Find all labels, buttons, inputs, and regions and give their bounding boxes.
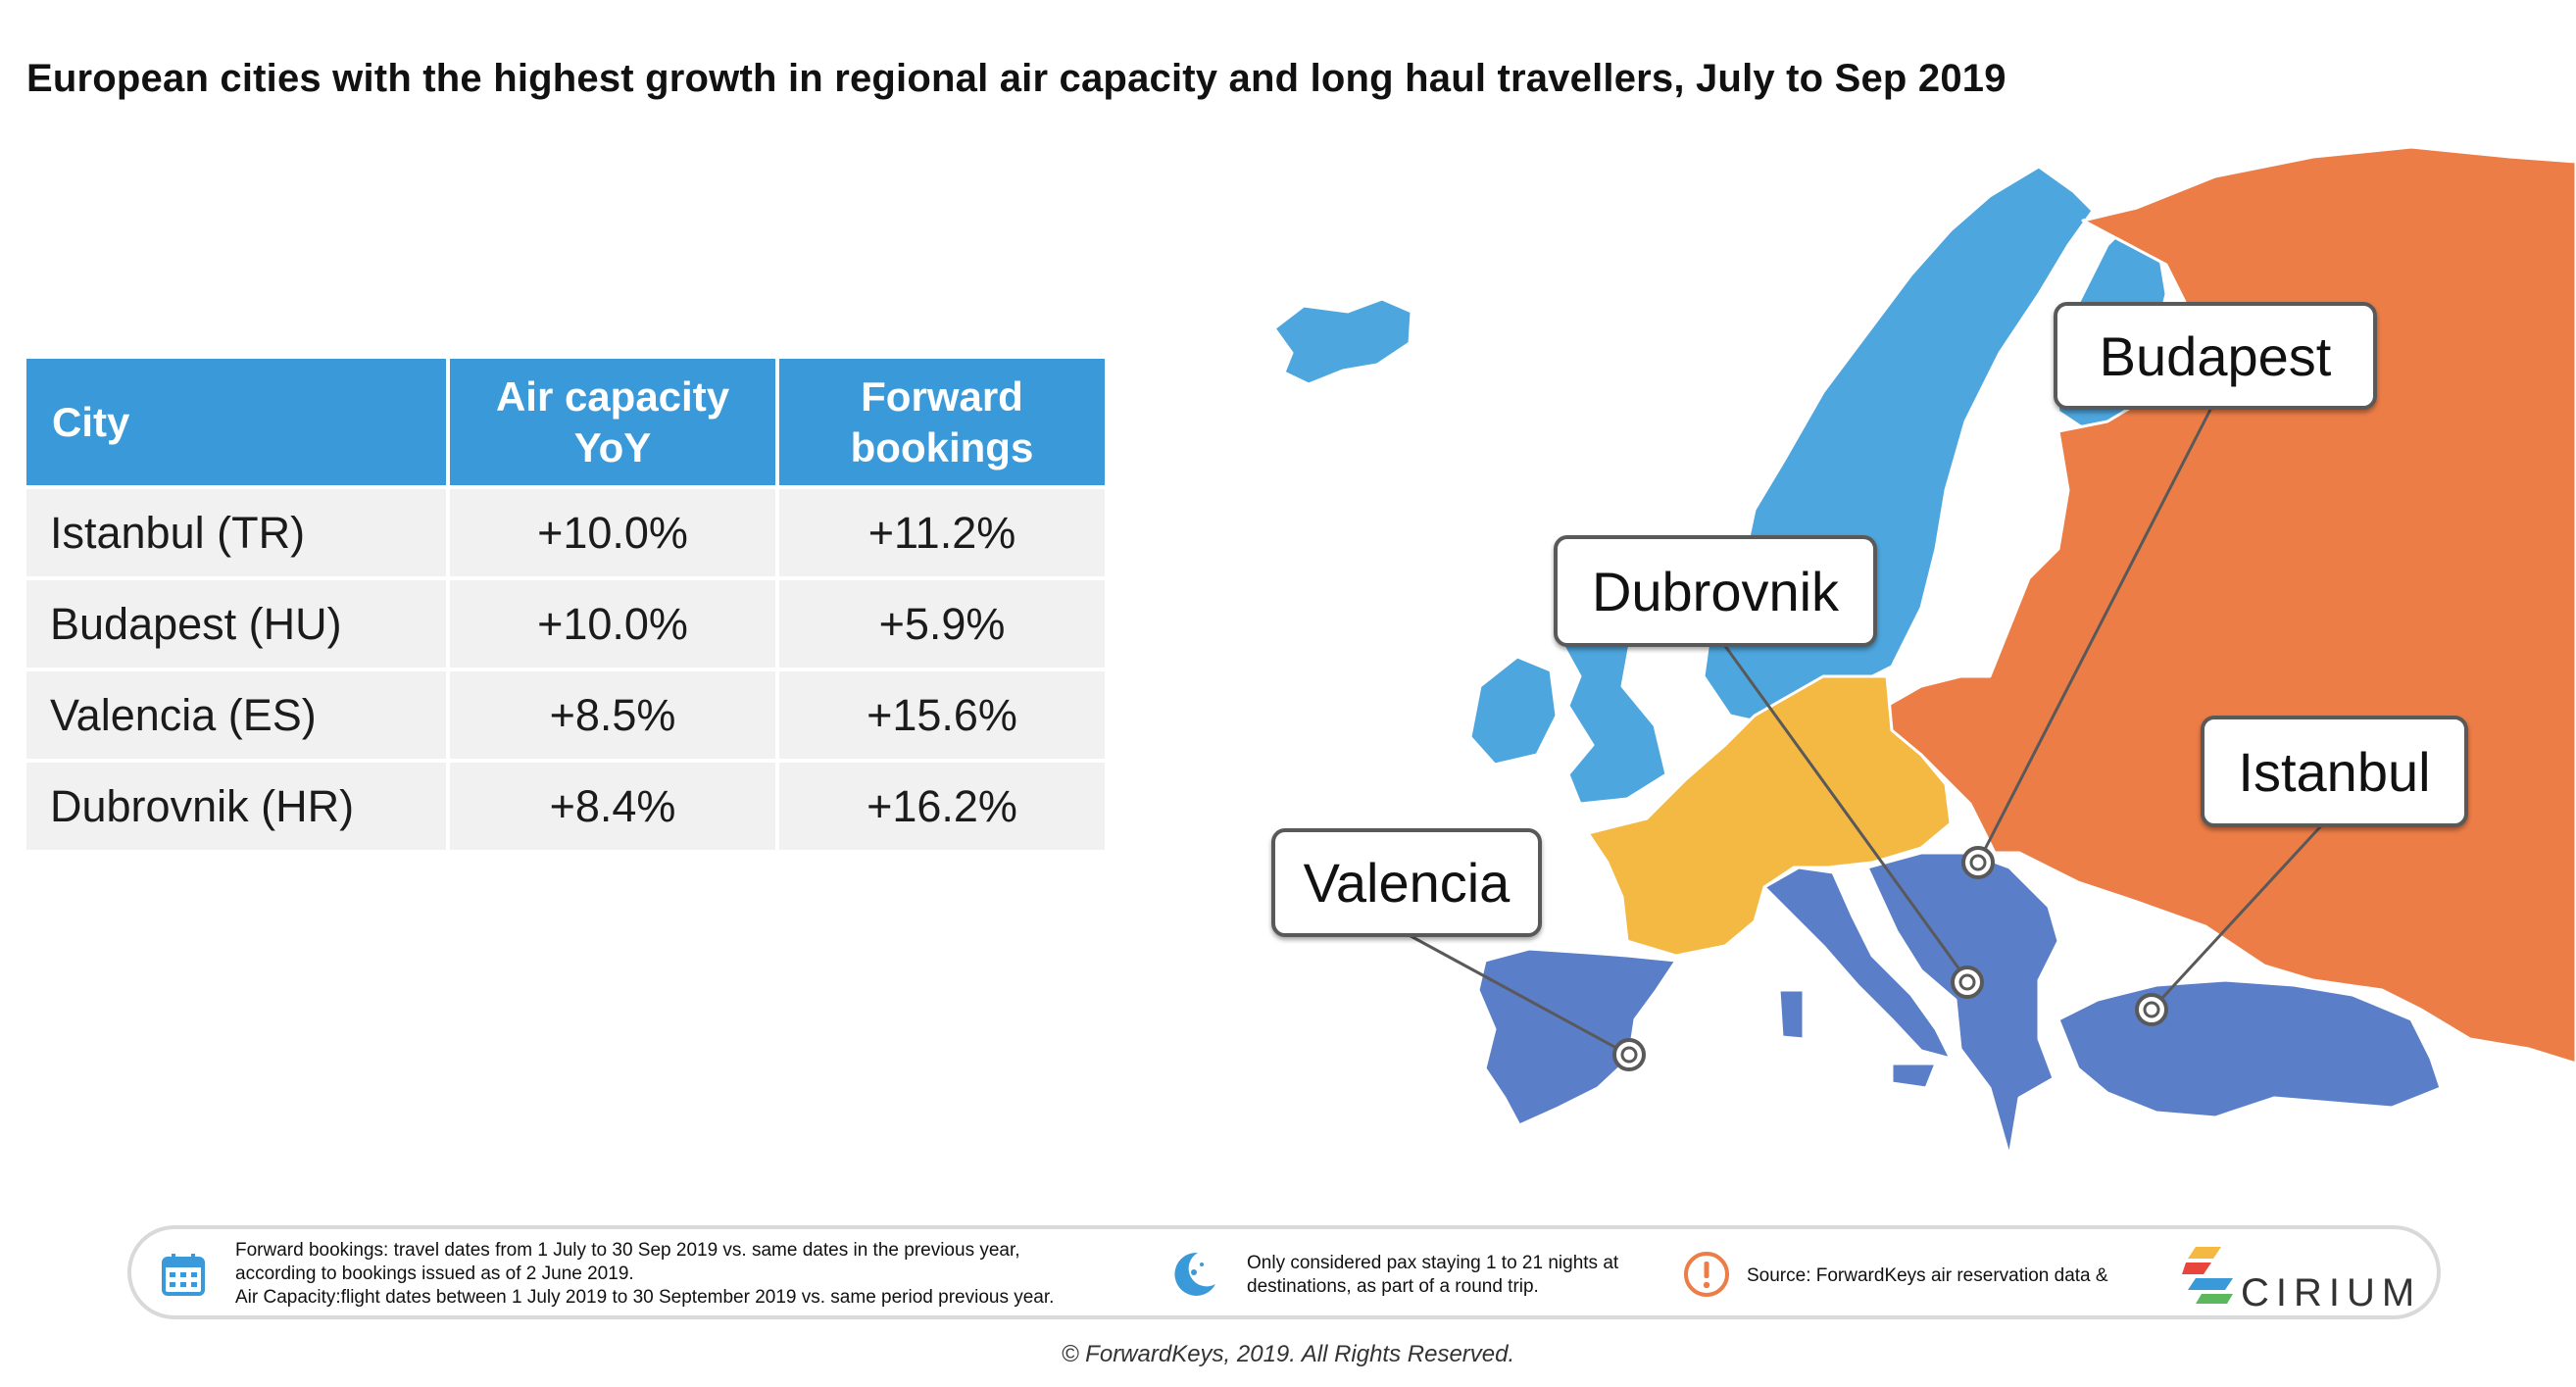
map-region-central-west (1586, 674, 1953, 958)
callout-dubrovnik-label: Dubrovnik (1591, 560, 1840, 622)
marker-dubrovnik (1951, 966, 1984, 999)
bookings-note-line3: Air Capacity:flight dates between 1 July… (235, 1287, 1055, 1308)
marker-budapest (1961, 846, 1995, 879)
cell-city: Dubrovnik (HR) (26, 763, 446, 850)
map-region-east (1885, 147, 2576, 1065)
table-header-row: City Air capacity YoY Forward bookings (26, 359, 1105, 485)
cell-forward-bookings: +16.2% (779, 763, 1105, 850)
source-note: Source: ForwardKeys air reservation data… (1747, 1265, 2108, 1286)
header-city: City (26, 359, 446, 485)
header-air-capacity: Air capacity YoY (450, 359, 775, 485)
cirium-logo: CIRIUM (2241, 1271, 2422, 1314)
europe-map (1272, 147, 2576, 1159)
cell-forward-bookings: +15.6% (779, 671, 1105, 759)
cirium-logo-icon (2182, 1247, 2233, 1304)
exclamation-icon (1684, 1252, 1729, 1297)
callout-valencia-label: Valencia (1303, 852, 1511, 914)
callout-valencia: Valencia (1271, 828, 1542, 937)
cell-air-capacity: +10.0% (450, 580, 775, 668)
calendar-icon (162, 1254, 205, 1296)
cell-air-capacity: +8.5% (450, 671, 775, 759)
callout-istanbul: Istanbul (2201, 716, 2468, 827)
callout-leader-lines (1401, 403, 2330, 1056)
table-row: Budapest (HU) +10.0% +5.9% (26, 580, 1105, 668)
header-forward-bookings: Forward bookings (779, 359, 1105, 485)
cell-forward-bookings: +11.2% (779, 489, 1105, 576)
stay-note-line1: Only considered pax staying 1 to 21 nigh… (1247, 1253, 1619, 1273)
callout-istanbul-label: Istanbul (2238, 740, 2431, 803)
city-markers (1612, 846, 2168, 1071)
callout-budapest: Budapest (2054, 302, 2377, 410)
stay-note: Only considered pax staying 1 to 21 nigh… (1247, 1252, 1618, 1299)
cell-air-capacity: +8.4% (450, 763, 775, 850)
callout-budapest-label: Budapest (2099, 324, 2332, 387)
callout-dubrovnik: Dubrovnik (1554, 535, 1877, 647)
header-forward-line1: Forward (861, 372, 1023, 420)
cell-air-capacity: +10.0% (450, 489, 775, 576)
table-row: Dubrovnik (HR) +8.4% +16.2% (26, 763, 1105, 850)
marker-istanbul (2135, 993, 2168, 1026)
cell-city: Istanbul (TR) (26, 489, 446, 576)
page-title: European cities with the highest growth … (26, 57, 2006, 100)
table-row: Valencia (ES) +8.5% +15.6% (26, 671, 1105, 759)
bookings-note-line2: according to bookings issued as of 2 Jun… (235, 1263, 634, 1284)
marker-valencia (1612, 1038, 1646, 1071)
header-forward-line2: bookings (850, 423, 1034, 471)
cell-forward-bookings: +5.9% (779, 580, 1105, 668)
bookings-note: Forward bookings: travel dates from 1 Ju… (235, 1239, 1054, 1310)
growth-table: City Air capacity YoY Forward bookings I… (23, 355, 1109, 854)
info-bar (127, 1225, 2441, 1319)
table-row: Istanbul (TR) +10.0% +11.2% (26, 489, 1105, 576)
header-air-capacity-line1: Air capacity (495, 372, 730, 420)
moon-icon (1174, 1252, 1215, 1296)
bookings-note-line1: Forward bookings: travel dates from 1 Ju… (235, 1240, 1020, 1261)
stay-note-line2: destinations, as part of a round trip. (1247, 1276, 1539, 1297)
cell-city: Valencia (ES) (26, 671, 446, 759)
cell-city: Budapest (HU) (26, 580, 446, 668)
header-air-capacity-line2: YoY (573, 423, 652, 471)
copyright: © ForwardKeys, 2019. All Rights Reserved… (1061, 1341, 1515, 1367)
